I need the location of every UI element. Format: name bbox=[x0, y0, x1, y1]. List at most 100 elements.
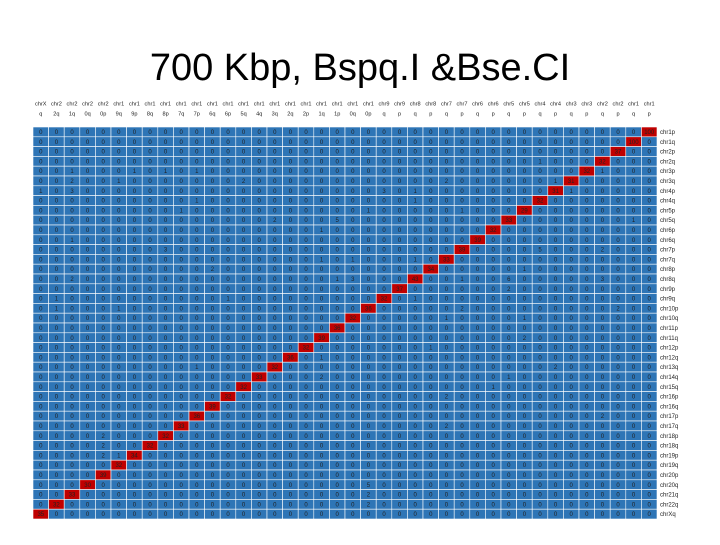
cell-value: 34 bbox=[427, 267, 434, 273]
cell-value: 0 bbox=[39, 140, 43, 146]
cell-value: 0 bbox=[492, 150, 496, 156]
cell-value: 0 bbox=[398, 208, 402, 214]
row-label: chr7p bbox=[660, 248, 676, 254]
cell-value: 0 bbox=[148, 248, 152, 254]
cell-value: 0 bbox=[164, 140, 168, 146]
cell-value: 0 bbox=[632, 336, 636, 342]
column-header: chr8 bbox=[410, 101, 421, 107]
cell-value: 0 bbox=[523, 218, 527, 224]
cell-value: 0 bbox=[554, 248, 558, 254]
cell-value: 0 bbox=[429, 159, 433, 165]
cell-value: 0 bbox=[304, 316, 308, 322]
cell-value: 0 bbox=[414, 306, 418, 312]
cell-value: 0 bbox=[86, 140, 90, 146]
cell-value: 0 bbox=[648, 179, 652, 185]
cell-value: 0 bbox=[289, 218, 293, 224]
cell-value: 0 bbox=[382, 277, 386, 283]
cell-value: 0 bbox=[117, 248, 121, 254]
cell-value: 0 bbox=[336, 199, 340, 205]
cell-value: 0 bbox=[351, 150, 355, 156]
cell-value: 0 bbox=[242, 140, 246, 146]
cell-value: 0 bbox=[507, 306, 511, 312]
cell-value: 0 bbox=[538, 267, 542, 273]
cell-value: 0 bbox=[195, 336, 199, 342]
cell-value: 39 bbox=[209, 404, 216, 410]
cell-value: 0 bbox=[320, 140, 324, 146]
cell-value: 0 bbox=[429, 238, 433, 244]
column-header: q bbox=[601, 111, 604, 117]
cell-value: 0 bbox=[55, 140, 59, 146]
cell-value: 0 bbox=[226, 228, 230, 234]
cell-value: 1 bbox=[195, 169, 199, 175]
matrix: chrXqchr22qchr21qchr20qchr20pchr19qchr19… bbox=[32, 101, 679, 520]
cell-value: 0 bbox=[601, 297, 605, 303]
cell-value: 0 bbox=[180, 228, 184, 234]
cell-value: 0 bbox=[117, 257, 121, 263]
cell-value: 0 bbox=[398, 238, 402, 244]
cell-value: 0 bbox=[367, 238, 371, 244]
cell-value: 32 bbox=[53, 502, 60, 508]
column-header: p bbox=[585, 111, 588, 117]
cell-value: 0 bbox=[133, 199, 137, 205]
cell-value: 1 bbox=[601, 169, 605, 175]
cell-value: 0 bbox=[523, 306, 527, 312]
cell-value: 0 bbox=[414, 130, 418, 136]
column-header: p bbox=[429, 111, 432, 117]
cell-value: 0 bbox=[320, 306, 324, 312]
cell-value: 6 bbox=[507, 277, 511, 283]
cell-value: 0 bbox=[398, 346, 402, 352]
cell-value: 0 bbox=[102, 199, 106, 205]
row-label: chr22q bbox=[660, 502, 678, 508]
cell-value: 0 bbox=[242, 297, 246, 303]
cell-value: 0 bbox=[616, 248, 620, 254]
cell-value: 0 bbox=[538, 257, 542, 263]
cell-value: 0 bbox=[211, 257, 215, 263]
cell-value: 0 bbox=[289, 189, 293, 195]
cell-value: 0 bbox=[195, 355, 199, 361]
cell-value: 29 bbox=[521, 208, 528, 214]
cell-value: 0 bbox=[554, 287, 558, 293]
cell-value: 0 bbox=[102, 336, 106, 342]
cell-value: 36 bbox=[287, 355, 294, 361]
cell-value: 0 bbox=[164, 130, 168, 136]
cell-value: 0 bbox=[616, 228, 620, 234]
cell-value: 0 bbox=[320, 130, 324, 136]
cell-value: 0 bbox=[414, 228, 418, 234]
cell-value: 0 bbox=[616, 159, 620, 165]
cell-value: 0 bbox=[632, 208, 636, 214]
cell-value: 0 bbox=[429, 150, 433, 156]
cell-value: 0 bbox=[336, 287, 340, 293]
cell-value: 0 bbox=[336, 169, 340, 175]
cell-value: 0 bbox=[570, 218, 574, 224]
cell-value: 0 bbox=[242, 287, 246, 293]
cell-value: 0 bbox=[211, 140, 215, 146]
cell-value: 0 bbox=[289, 208, 293, 214]
cell-value: 0 bbox=[336, 316, 340, 322]
cell-value: 0 bbox=[585, 257, 589, 263]
cell-value: 0 bbox=[429, 277, 433, 283]
cell-value: 0 bbox=[164, 277, 168, 283]
cell-value: 0 bbox=[211, 287, 215, 293]
cell-value: 5 bbox=[538, 248, 542, 254]
cell-value: 0 bbox=[398, 297, 402, 303]
cell-value: 0 bbox=[398, 257, 402, 263]
column-header: chr7 bbox=[457, 101, 468, 107]
cell-value: 1 bbox=[320, 228, 324, 234]
cell-value: 0 bbox=[445, 208, 449, 214]
row-label: chr3q bbox=[660, 179, 675, 185]
cell-value: 0 bbox=[180, 248, 184, 254]
cell-value: 0 bbox=[320, 208, 324, 214]
cell-value: 0 bbox=[382, 150, 386, 156]
column-header: chr1 bbox=[628, 101, 639, 107]
cell-value: 31 bbox=[552, 189, 559, 195]
cell-value: 0 bbox=[429, 130, 433, 136]
cell-value: 0 bbox=[86, 306, 90, 312]
row-label: chr5q bbox=[660, 218, 675, 224]
column-header: 8p bbox=[162, 111, 168, 117]
cell-value: 0 bbox=[211, 169, 215, 175]
cell-value: 0 bbox=[538, 355, 542, 361]
cell-value: 0 bbox=[273, 208, 277, 214]
cell-value: 0 bbox=[460, 228, 464, 234]
cell-value: 0 bbox=[538, 140, 542, 146]
cell-value: 0 bbox=[70, 346, 74, 352]
